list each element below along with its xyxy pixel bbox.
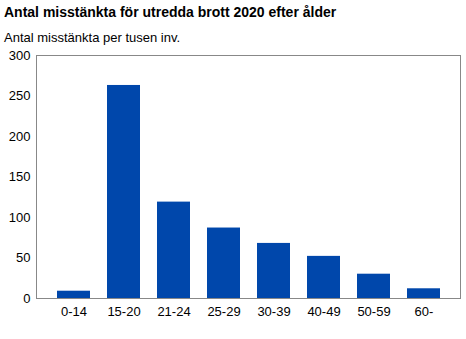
svg-text:21-24: 21-24 [157, 304, 190, 319]
svg-text:0: 0 [23, 291, 30, 306]
svg-text:0-14: 0-14 [61, 304, 87, 319]
html-text:Antal misstänkta per tusen inv: Antal misstänkta per tusen inv. [4, 30, 181, 45]
svg-text:25-29: 25-29 [207, 304, 240, 319]
svg-text:150: 150 [9, 169, 31, 184]
svg-text:50-59: 50-59 [357, 304, 390, 319]
svg-text:200: 200 [9, 129, 31, 144]
svg-text:40-49: 40-49 [307, 304, 340, 319]
svg-text:15-20: 15-20 [107, 304, 140, 319]
svg-text:300: 300 [9, 48, 31, 63]
svg-text:250: 250 [9, 88, 31, 103]
svg-text:60-: 60- [415, 304, 434, 319]
svg-text:30-39: 30-39 [257, 304, 290, 319]
svg-text:50: 50 [16, 250, 30, 265]
svg-text:100: 100 [9, 210, 31, 225]
html-text:Antal misstänkta för utredda b: Antal misstänkta för utredda brott 2020 … [4, 4, 337, 20]
